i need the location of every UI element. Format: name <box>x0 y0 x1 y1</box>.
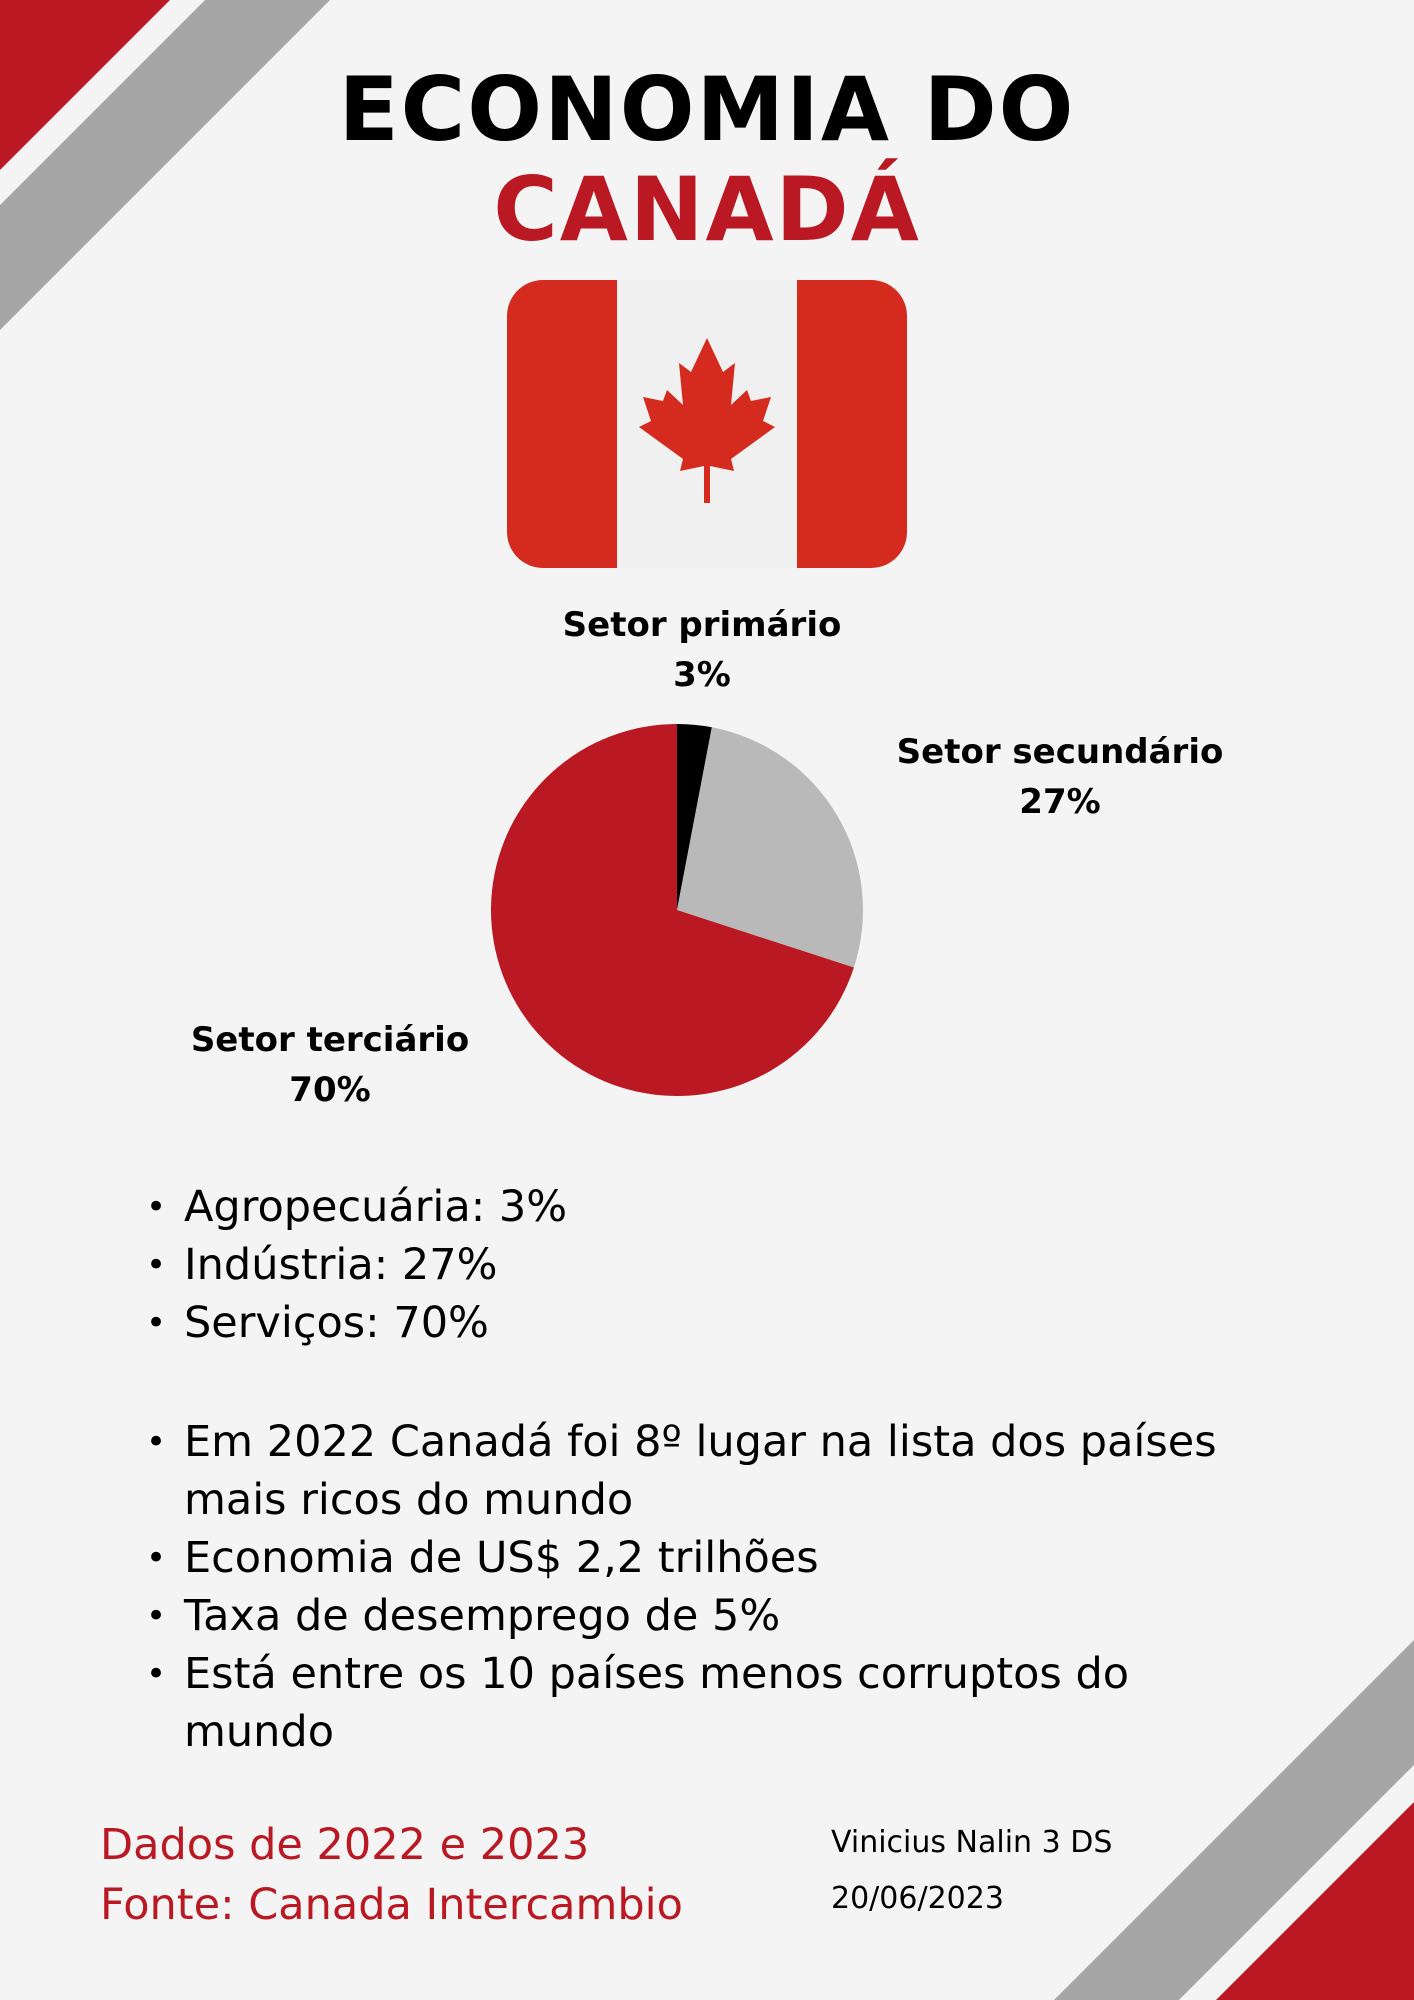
pie-slice-secondary <box>677 727 863 968</box>
top-left-gray-stripe <box>0 0 330 330</box>
footer-author: Vinicius Nalin 3 DS <box>831 1825 1113 1860</box>
bottom-right-stripes <box>1054 1640 1414 2000</box>
list-item: Em 2022 Canadá foi 8º lugar na lista dos… <box>146 1413 1264 1529</box>
pie-label-primary: Setor primário 3% <box>552 600 852 700</box>
pie-label-primary-name: Setor primário <box>562 605 842 645</box>
list-item: Economia de US$ 2,2 trilhões <box>146 1529 1264 1587</box>
sector-pie-chart <box>490 724 863 1096</box>
footer-source: Fonte: Canada Intercambio <box>100 1880 683 1930</box>
title-line-2: CANADÁ <box>493 158 921 261</box>
footer-source-block: Dados de 2022 e 2023 Fonte: Canada Inter… <box>100 1815 683 1935</box>
list-item: Taxa de desemprego de 5% <box>146 1587 1264 1645</box>
pie-slice-tertiary <box>490 724 854 1096</box>
facts-list: Em 2022 Canadá foi 8º lugar na lista dos… <box>146 1413 1264 1761</box>
bottom-right-gray-stripe <box>1054 1640 1414 2000</box>
pie-label-tertiary-value: 70% <box>289 1070 371 1110</box>
top-left-stripes <box>0 0 330 330</box>
pie-slice-primary <box>677 724 712 910</box>
bottom-right-red-triangle <box>1216 1802 1414 2000</box>
footer-data-years: Dados de 2022 e 2023 <box>100 1820 590 1870</box>
maple-leaf-icon <box>639 338 775 503</box>
sectors-list: Agropecuária: 3% Indústria: 27% Serviços… <box>146 1178 1284 1352</box>
pie-label-tertiary: Setor terciário 70% <box>180 1015 480 1115</box>
pie-label-secondary-value: 27% <box>1019 782 1101 822</box>
pie-label-primary-value: 3% <box>673 655 731 695</box>
list-item: Indústria: 27% <box>146 1236 1284 1294</box>
canada-flag-icon <box>507 280 907 568</box>
title-line-1: ECONOMIA DO <box>338 58 1076 161</box>
top-left-red-triangle <box>0 0 170 170</box>
footer-date: 20/06/2023 <box>831 1881 1004 1916</box>
pie-label-tertiary-name: Setor terciário <box>190 1020 470 1060</box>
pie-label-secondary-name: Setor secundário <box>896 732 1224 772</box>
list-item: Agropecuária: 3% <box>146 1178 1284 1236</box>
footer-author-block: Vinicius Nalin 3 DS 20/06/2023 <box>831 1815 1112 1927</box>
pie-label-secondary: Setor secundário 27% <box>890 727 1230 827</box>
list-item: Está entre os 10 países menos corruptos … <box>146 1645 1264 1761</box>
list-item: Serviços: 70% <box>146 1294 1284 1352</box>
